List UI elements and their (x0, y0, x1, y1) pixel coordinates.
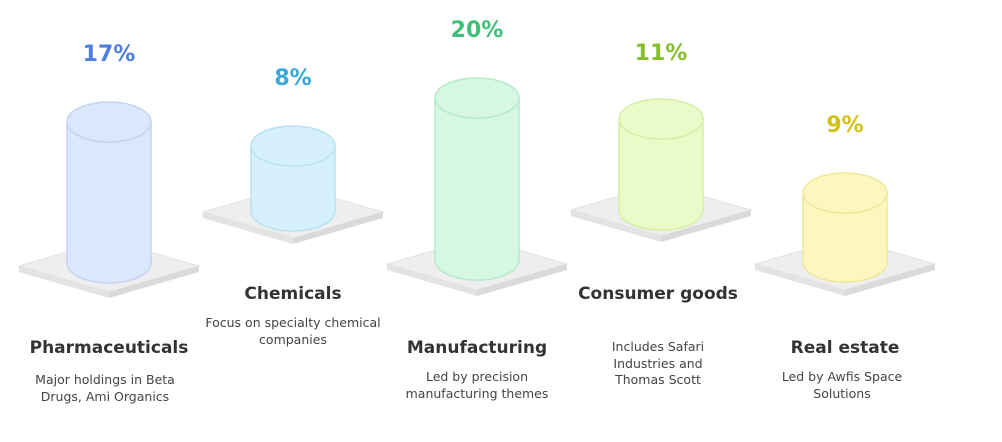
label-pharmaceuticals: Pharmaceuticals (29, 338, 189, 358)
percent-pharmaceuticals: 17% (82, 42, 136, 67)
percent-chemicals: 8% (274, 66, 312, 91)
description-real-estate: Led by Awfis Space Solutions (781, 369, 903, 401)
description-chemicals: Focus on specialty chemical companies (205, 315, 381, 347)
description-pharmaceuticals: Major holdings in Beta Drugs, Ami Organi… (35, 372, 175, 404)
cylinder-body-real-estate (802, 192, 888, 283)
platform-side-right-manufacturing (477, 264, 567, 296)
percent-manufacturing: 20% (450, 18, 504, 43)
cylinder-body-manufacturing (434, 97, 520, 281)
cylinder-body-chemicals (250, 145, 336, 232)
cylinder-top-consumer-goods (618, 98, 704, 140)
percent-real-estate: 9% (826, 113, 864, 138)
platform-side-left-real-estate (755, 264, 845, 296)
platform-side-right-pharmaceuticals (109, 266, 199, 298)
platform-side-right-consumer-goods (661, 210, 751, 242)
platform-side-left-chemicals (203, 212, 293, 244)
label-chemicals: Chemicals (244, 284, 342, 304)
label-manufacturing: Manufacturing (406, 338, 548, 358)
cylinder-top-pharmaceuticals (66, 101, 152, 143)
platform-side-right-chemicals (293, 212, 383, 244)
cylinder-body-consumer-goods (618, 118, 704, 231)
description-manufacturing: Led by precision manufacturing themes (405, 369, 549, 401)
cylinder-top-manufacturing (434, 77, 520, 119)
cylinder-top-real-estate (802, 172, 888, 214)
cylinder-top-chemicals (250, 125, 336, 167)
platform-side-right-real-estate (845, 264, 935, 296)
label-real-estate: Real estate (790, 338, 900, 358)
label-consumer-goods: Consumer goods (578, 284, 738, 304)
platform-side-left-manufacturing (387, 264, 477, 296)
cylinder-body-pharmaceuticals (66, 121, 152, 284)
description-consumer-goods: Includes Safari Industries and Thomas Sc… (611, 339, 705, 387)
platform-side-left-pharmaceuticals (19, 266, 109, 298)
platform-side-left-consumer-goods (571, 210, 661, 242)
percent-consumer-goods: 11% (634, 41, 688, 66)
